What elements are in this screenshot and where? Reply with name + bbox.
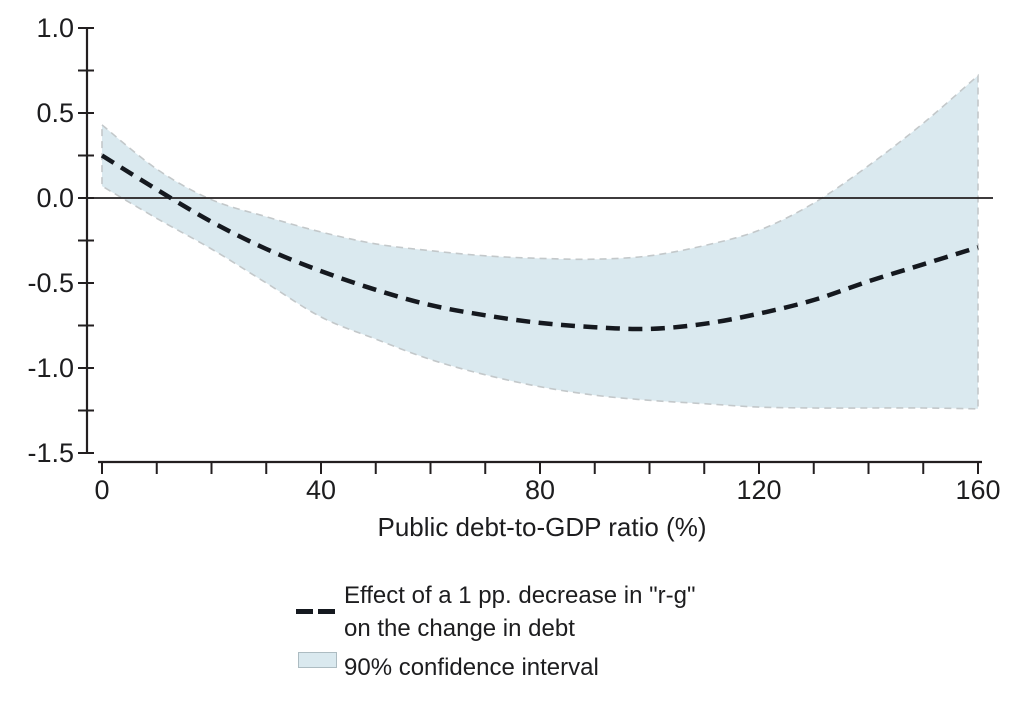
ci-band-swatch (298, 652, 337, 668)
dashed-line-legend-marker (296, 609, 335, 614)
x-tick-label: 80 (525, 475, 555, 505)
legend-effect-label-line1: Effect of a 1 pp. decrease in "r-g" (344, 582, 696, 609)
x-axis-label: Public debt-to-GDP ratio (%) (378, 512, 707, 542)
legend-ci-label: 90% confidence interval (344, 654, 599, 681)
y-tick-label: -1.5 (27, 438, 74, 468)
y-tick-label: -0.5 (27, 268, 74, 298)
x-tick-label: 40 (306, 475, 336, 505)
chart-plot: 1.0 0.5 0.0 -0.5 -1.0 -1.5 0 40 80 120 160 Public d… (27, 13, 1000, 542)
confidence-band (101, 73, 979, 410)
y-tick-label: 1.0 (36, 13, 74, 43)
legend-effect-label: Effect of a 1 pp. decrease in "r-g" on t… (344, 579, 695, 645)
x-tick-label: 0 (94, 475, 109, 505)
y-tick-label: 0.0 (36, 183, 74, 213)
x-tick-label: 160 (955, 475, 1000, 505)
y-tick-label: -1.0 (27, 353, 74, 383)
y-tick-label: 0.5 (36, 98, 74, 128)
legend-effect-label-line2: on the change in debt (344, 615, 575, 642)
x-tick-label: 120 (736, 475, 781, 505)
effect-line (100, 153, 979, 332)
